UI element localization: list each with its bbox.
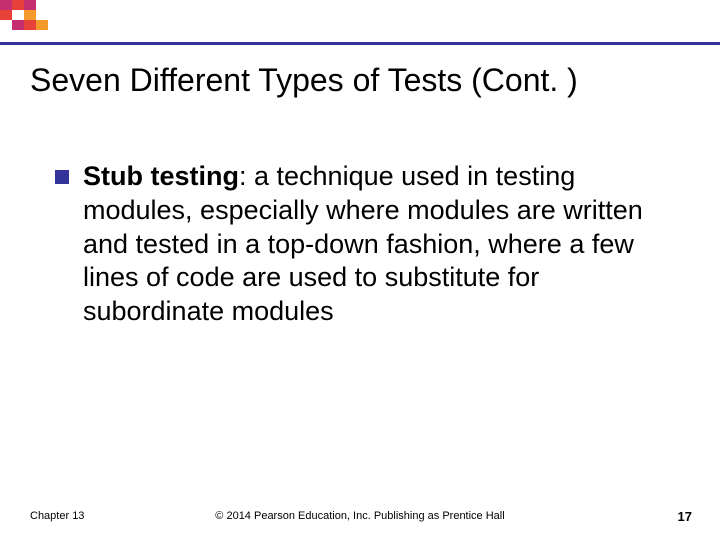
bullet-item: Stub testing: a technique used in testin… xyxy=(55,160,675,329)
bold-lead: Stub testing xyxy=(83,161,239,191)
slide-title: Seven Different Types of Tests (Cont. ) xyxy=(30,62,578,99)
square-bullet-icon xyxy=(55,170,69,184)
slide-body: Stub testing: a technique used in testin… xyxy=(55,160,675,329)
header-divider xyxy=(0,42,720,45)
footer-copyright: © 2014 Pearson Education, Inc. Publishin… xyxy=(0,510,720,522)
body-text: Stub testing: a technique used in testin… xyxy=(83,160,675,329)
corner-logo xyxy=(0,0,50,40)
footer-page-number: 17 xyxy=(678,509,692,524)
